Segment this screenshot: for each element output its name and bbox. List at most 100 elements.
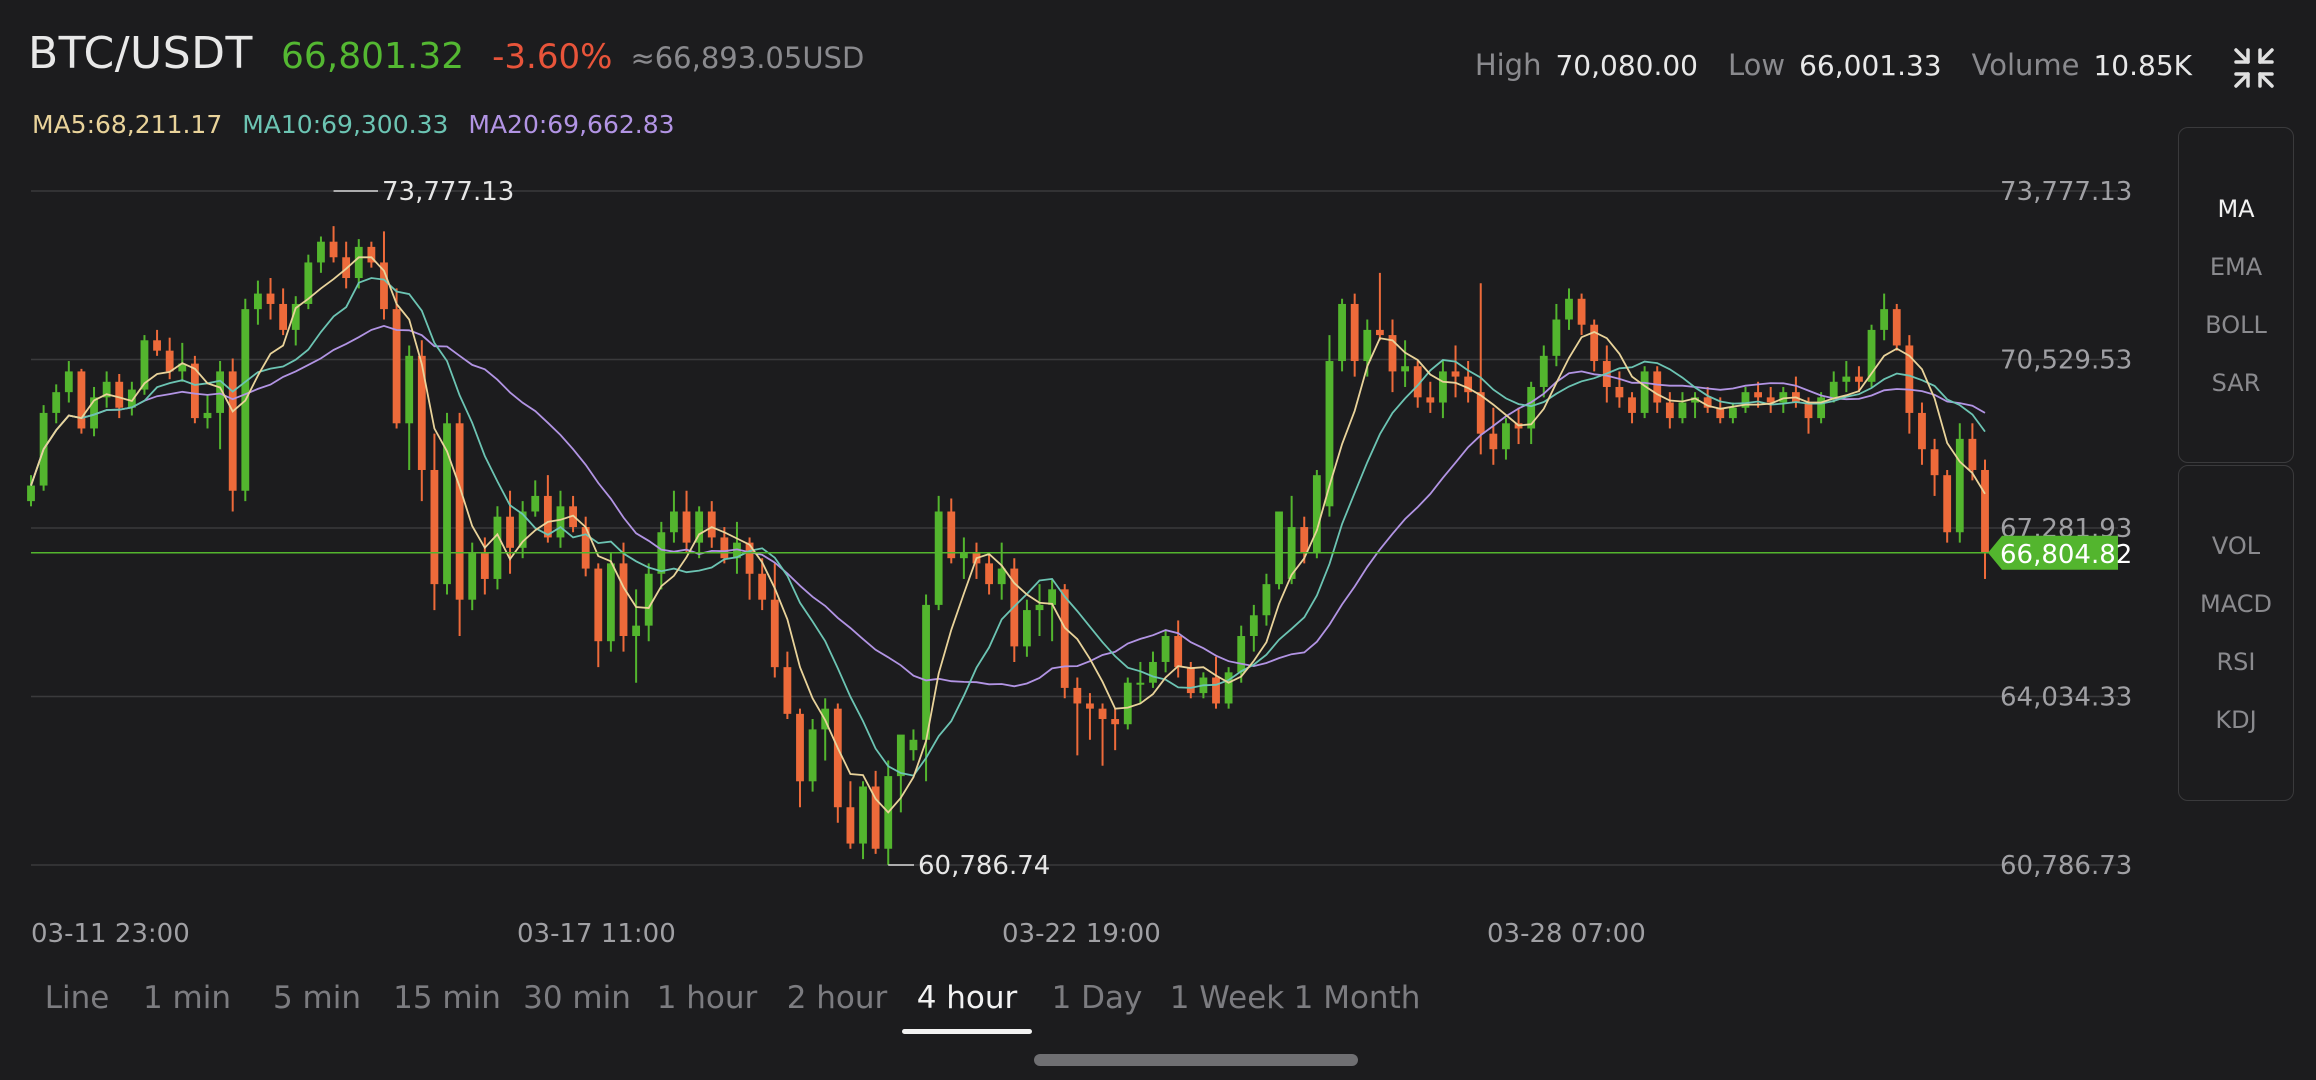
- candle-body: [770, 599, 779, 668]
- candle-body: [1716, 407, 1725, 419]
- candle-body: [1918, 412, 1926, 450]
- tab-1-day[interactable]: 1 Day: [1051, 980, 1143, 1016]
- candle-body: [1804, 402, 1813, 419]
- overlay-option-sar[interactable]: SAR: [2211, 369, 2261, 397]
- candle-body: [733, 542, 741, 559]
- ma20-line: [30, 324, 1986, 688]
- tab-1-month[interactable]: 1 Month: [1293, 980, 1421, 1016]
- home-indicator[interactable]: [1034, 1054, 1358, 1066]
- candle-body: [1174, 636, 1183, 668]
- tab-15-min[interactable]: 15 min: [393, 980, 501, 1016]
- candle-body: [644, 573, 653, 626]
- indicator-option-macd[interactable]: MACD: [2200, 590, 2272, 618]
- ma10-value: MA10:69,300.33: [242, 110, 449, 139]
- volume-value: 10.85K: [2093, 49, 2192, 82]
- candle-body: [670, 511, 678, 533]
- candle-body: [367, 246, 376, 263]
- candle-body: [216, 371, 225, 413]
- indicator-option-rsi[interactable]: RSI: [2216, 648, 2256, 676]
- candle-body: [1817, 397, 1826, 419]
- candle-body: [720, 537, 729, 559]
- tab-2-hour[interactable]: 2 hour: [786, 980, 888, 1016]
- candle-body: [380, 262, 388, 310]
- candle-body: [796, 713, 804, 782]
- candle-body: [846, 807, 855, 844]
- candle-body: [947, 511, 956, 559]
- candle-body: [556, 506, 565, 538]
- candle-body: [959, 553, 968, 559]
- candle-body: [1552, 319, 1561, 356]
- candle-body: [922, 604, 930, 740]
- overlay-option-ma[interactable]: MA: [2217, 195, 2255, 223]
- overlay-option-ema[interactable]: EMA: [2209, 253, 2263, 281]
- candle-body: [871, 786, 880, 849]
- candle-body: [896, 734, 905, 777]
- y-axis-label: 64,034.33: [2000, 683, 2132, 713]
- candle-body: [1224, 672, 1233, 704]
- indicator-option-kdj[interactable]: KDJ: [2215, 706, 2257, 734]
- candle-body: [1249, 615, 1258, 637]
- candle-body: [304, 262, 313, 304]
- candle-body: [985, 563, 993, 585]
- indicator-option-vol[interactable]: VOL: [2211, 532, 2261, 560]
- high-label: High: [1474, 48, 1542, 82]
- candle-body: [1186, 667, 1195, 694]
- candle-body: [518, 511, 527, 548]
- candle-body: [480, 553, 489, 579]
- candle-body: [531, 495, 540, 512]
- candle-body: [127, 389, 136, 408]
- candle-body: [1527, 386, 1536, 429]
- current-price-label: 66,804.82: [2000, 540, 2132, 570]
- tab-line[interactable]: Line: [44, 980, 110, 1016]
- trading-pair[interactable]: BTC/USDT: [28, 28, 253, 79]
- candle-body: [1401, 366, 1410, 372]
- tab-1-hour[interactable]: 1 hour: [656, 980, 758, 1016]
- tab-1-week[interactable]: 1 Week: [1169, 980, 1285, 1016]
- candle-body: [1539, 355, 1548, 387]
- overlay-option-boll[interactable]: BOLL: [2205, 311, 2267, 339]
- tab-30-min[interactable]: 30 min: [523, 980, 631, 1016]
- candle-body: [115, 381, 124, 408]
- tab-1-min[interactable]: 1 min: [142, 980, 232, 1016]
- sub-indicator-panel: VOL MACD RSI KDJ: [2178, 465, 2294, 801]
- candle-body: [1905, 345, 1914, 413]
- candle-body: [1275, 511, 1283, 585]
- collapse-fullscreen-icon[interactable]: [2228, 42, 2280, 94]
- candle-body: [1590, 324, 1599, 362]
- candle-body: [581, 527, 590, 569]
- x-axis-label: 03-11 23:00: [31, 919, 190, 949]
- candle-body: [64, 371, 73, 393]
- ma5-line: [30, 256, 1986, 814]
- max-marker-label: 73,777.13: [382, 177, 514, 207]
- candle-body: [1703, 397, 1712, 408]
- candle-body: [745, 542, 754, 574]
- candle-body: [392, 309, 401, 424]
- tab-5-min[interactable]: 5 min: [272, 980, 362, 1016]
- tab-4-hour[interactable]: 4 hour: [902, 970, 1032, 1034]
- x-axis-label: 03-17 11:00: [517, 919, 676, 949]
- candle-body: [632, 625, 641, 637]
- candle-body: [1930, 449, 1939, 476]
- candle-body: [329, 241, 338, 258]
- candle-body: [909, 739, 918, 751]
- candle-body: [1779, 392, 1788, 403]
- candle-body: [1653, 371, 1662, 403]
- candle-body: [291, 303, 300, 330]
- candle-body: [783, 667, 792, 714]
- overlay-indicator-panel: MA EMA BOLL SAR: [2178, 127, 2294, 463]
- candle-body: [430, 469, 439, 585]
- candle-body: [1363, 329, 1372, 362]
- candle-body: [443, 423, 451, 585]
- candle-body: [1741, 392, 1750, 408]
- candle-body: [1754, 392, 1762, 398]
- candle-body: [228, 371, 237, 491]
- candle-body: [833, 708, 842, 808]
- candle-body: [606, 563, 615, 642]
- candle-body: [1577, 298, 1586, 325]
- current-price-tag: [1988, 535, 2118, 570]
- candle-body: [405, 355, 414, 424]
- candle-body: [1615, 386, 1624, 398]
- low-value: 66,001.33: [1799, 49, 1942, 82]
- candle-body: [1628, 397, 1636, 413]
